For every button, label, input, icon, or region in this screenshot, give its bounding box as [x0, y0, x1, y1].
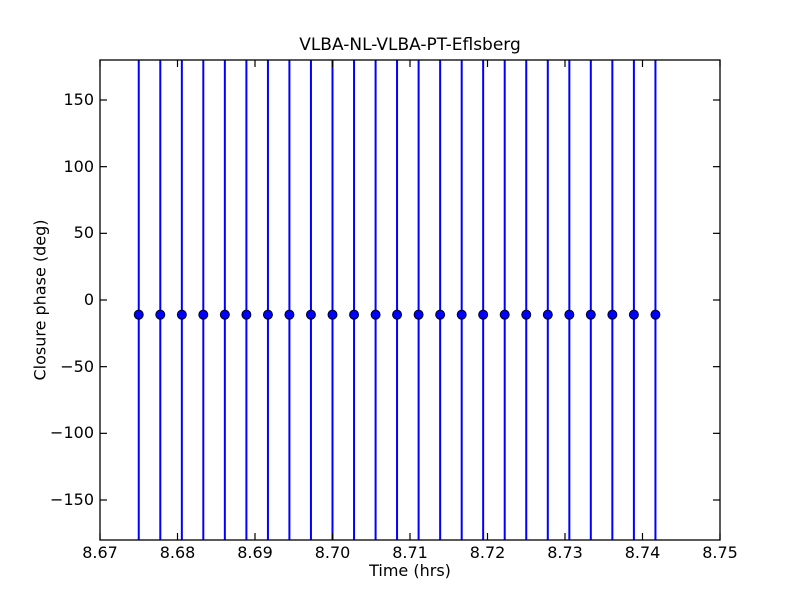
data-point-marker: [564, 309, 575, 320]
data-point-marker: [155, 309, 166, 320]
data-point-marker: [435, 309, 446, 320]
data-point-marker: [327, 309, 338, 320]
x-tick-label: 8.74: [624, 543, 661, 562]
data-point-marker: [305, 309, 316, 320]
data-point-marker: [521, 309, 532, 320]
data-point-marker: [176, 309, 187, 320]
data-point-marker: [133, 309, 144, 320]
chart-title: VLBA-NL-VLBA-PT-Eflsberg: [299, 35, 521, 55]
data-point-marker: [392, 309, 403, 320]
y-tick-label: 0: [83, 290, 94, 309]
data-point-marker: [628, 309, 639, 320]
data-point-marker: [198, 309, 209, 320]
data-point-marker: [284, 309, 295, 320]
data-point-marker: [219, 309, 230, 320]
data-point-marker: [349, 309, 360, 320]
y-tick-label: −150: [50, 490, 94, 509]
data-point-marker: [499, 309, 510, 320]
x-tick-label: 8.69: [237, 543, 273, 562]
data-point-marker: [478, 309, 489, 320]
y-tick-label: 50: [73, 223, 94, 243]
x-tick-label: 8.73: [547, 543, 583, 562]
x-tick-label: 8.72: [469, 543, 506, 562]
x-tick-label: 8.67: [82, 543, 118, 562]
x-axis-label: Time (hrs): [369, 561, 451, 580]
data-point-marker: [262, 309, 273, 320]
data-point-marker: [650, 309, 661, 320]
data-point-marker: [607, 309, 618, 320]
y-tick-label: 100: [63, 156, 94, 176]
data-point-marker: [542, 309, 553, 320]
data-point-marker: [413, 309, 424, 320]
x-tick-label: 8.71: [392, 543, 428, 562]
axes-frame: [99, 59, 721, 541]
x-tick-label: 8.68: [159, 543, 196, 562]
data-point-marker: [241, 309, 252, 320]
y-tick-label: 150: [63, 90, 94, 109]
y-tick-label: −100: [50, 423, 94, 443]
data-point-marker: [370, 309, 381, 320]
x-tick-label: 8.70: [314, 543, 351, 562]
y-tick-label: −50: [60, 356, 94, 376]
data-point-marker: [456, 309, 467, 320]
x-tick-label: 8.75: [702, 543, 738, 562]
data-point-marker: [585, 309, 596, 320]
